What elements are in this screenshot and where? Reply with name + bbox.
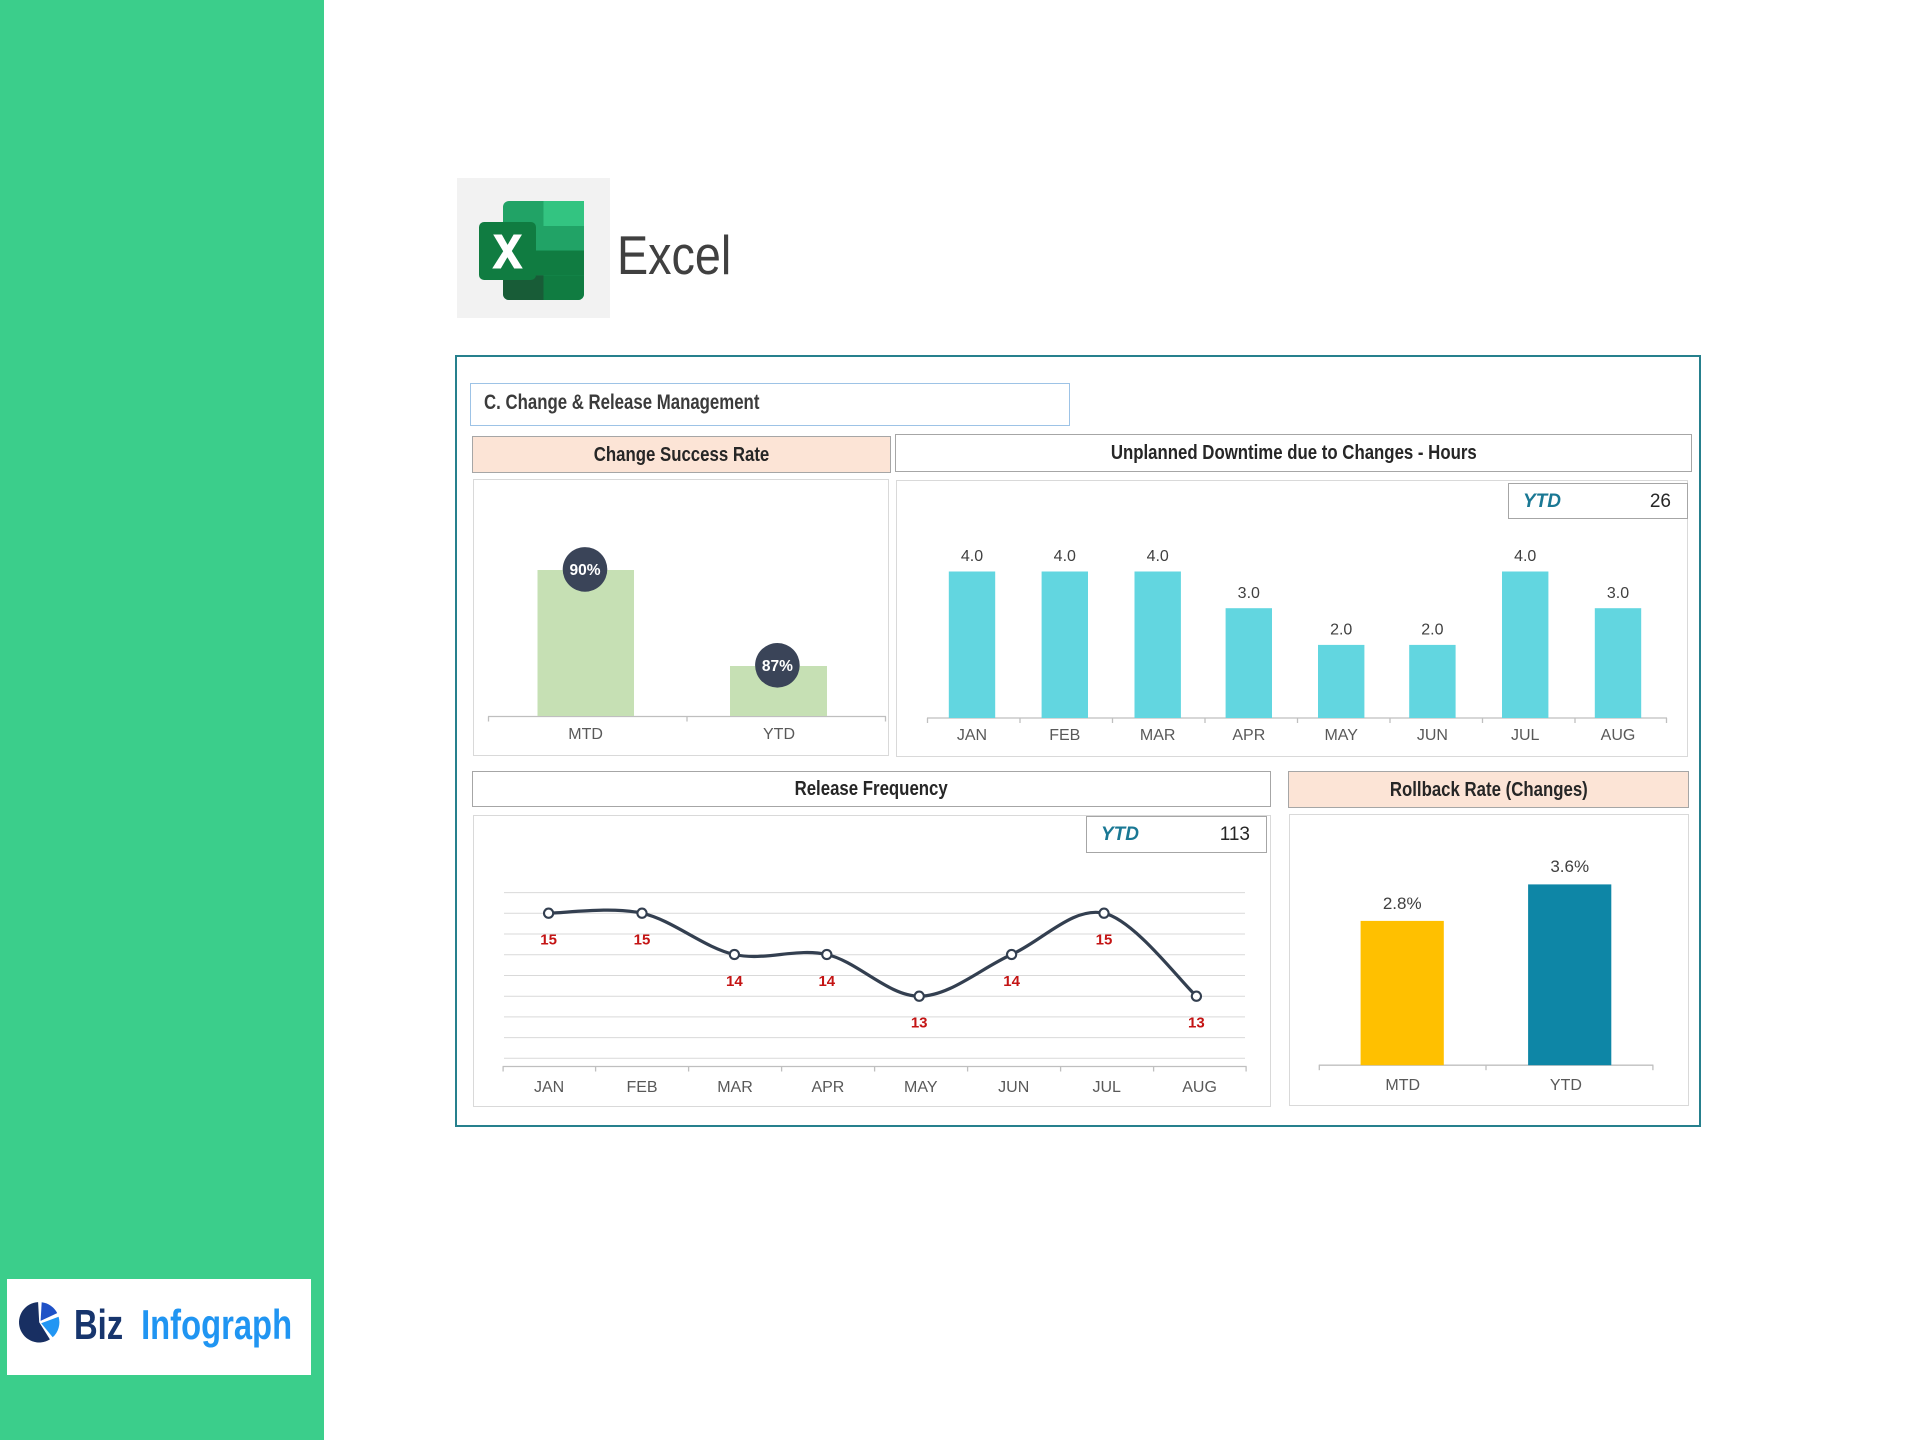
svg-text:FEB: FEB <box>1049 727 1080 744</box>
svg-text:4.0: 4.0 <box>1147 548 1169 565</box>
svg-text:4.0: 4.0 <box>1514 548 1536 565</box>
svg-text:MAR: MAR <box>1140 727 1176 744</box>
svg-text:FEB: FEB <box>626 1079 657 1096</box>
svg-text:2.0: 2.0 <box>1330 622 1352 639</box>
svg-text:2.8%: 2.8% <box>1383 894 1422 913</box>
svg-text:APR: APR <box>811 1079 844 1096</box>
svg-text:15: 15 <box>1096 932 1113 949</box>
svg-text:YTD: YTD <box>1550 1077 1582 1094</box>
svg-text:15: 15 <box>634 932 651 949</box>
svg-text:APR: APR <box>1232 727 1265 744</box>
svg-text:14: 14 <box>818 973 835 990</box>
svg-text:14: 14 <box>726 973 743 990</box>
svg-text:AUG: AUG <box>1601 727 1636 744</box>
svg-text:MAY: MAY <box>1324 727 1358 744</box>
svg-text:2.0: 2.0 <box>1421 622 1443 639</box>
svg-text:Biz: Biz <box>74 1301 123 1348</box>
svg-text:15: 15 <box>540 932 557 949</box>
svg-text:14: 14 <box>1003 973 1020 990</box>
svg-text:3.0: 3.0 <box>1607 585 1629 602</box>
svg-text:87%: 87% <box>762 658 793 675</box>
svg-text:MAY: MAY <box>904 1079 938 1096</box>
svg-text:3.6%: 3.6% <box>1550 857 1589 876</box>
svg-text:13: 13 <box>1188 1015 1205 1032</box>
svg-text:JUL: JUL <box>1092 1079 1121 1096</box>
svg-text:JUN: JUN <box>1417 727 1448 744</box>
svg-text:YTD: YTD <box>763 726 795 743</box>
svg-text:90%: 90% <box>569 562 600 579</box>
svg-text:AUG: AUG <box>1182 1079 1217 1096</box>
svg-text:Infograph: Infograph <box>141 1301 292 1348</box>
svg-text:JAN: JAN <box>534 1079 564 1096</box>
svg-text:JAN: JAN <box>957 727 987 744</box>
svg-text:MAR: MAR <box>717 1079 753 1096</box>
svg-text:3.0: 3.0 <box>1238 585 1260 602</box>
svg-text:4.0: 4.0 <box>1054 548 1076 565</box>
svg-text:13: 13 <box>911 1015 928 1032</box>
svg-text:4.0: 4.0 <box>961 548 983 565</box>
svg-text:MTD: MTD <box>568 726 603 743</box>
svg-text:MTD: MTD <box>1385 1077 1420 1094</box>
svg-text:JUN: JUN <box>998 1079 1029 1096</box>
svg-text:JUL: JUL <box>1511 727 1540 744</box>
